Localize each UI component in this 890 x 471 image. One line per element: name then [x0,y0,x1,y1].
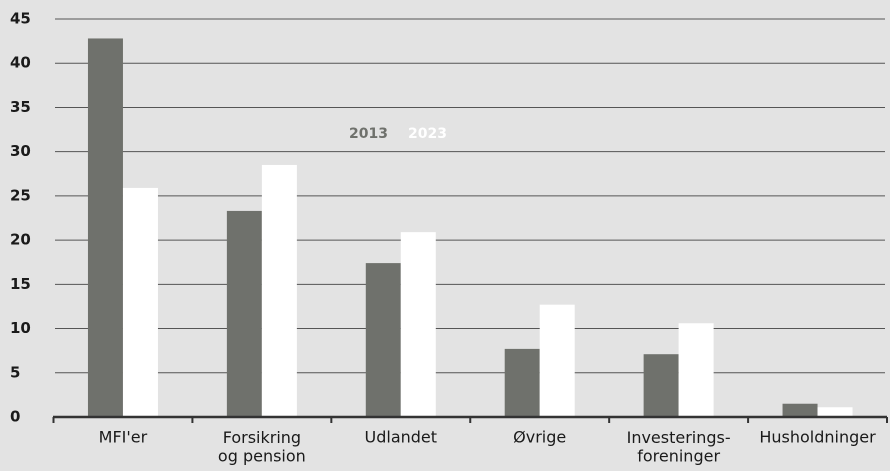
x-tick-label: Øvrige [513,428,566,447]
y-tick-label: 5 [10,363,20,381]
bar [365,263,401,417]
bar [678,323,714,417]
bar [87,38,123,418]
y-tick-label: 45 [10,10,31,28]
bar [261,164,297,417]
bar [504,348,540,417]
y-tick-label: 15 [10,275,31,293]
y-tick-label: 35 [10,98,31,116]
x-tick-label: Husholdninger [759,428,876,447]
bar [400,232,436,417]
legend-entry: 2013 [349,126,388,142]
y-tick-label: 40 [10,54,31,72]
x-tick-label: Investerings-foreninger [627,428,731,465]
y-tick-label: 25 [10,186,31,204]
x-tick-label: Udlandet [365,428,438,447]
bar [539,304,575,417]
x-tick-label: Forsikring og pension [218,428,306,465]
bar [122,187,158,417]
bar [817,407,853,417]
y-tick-label: 20 [10,231,31,249]
y-tick-label: 10 [10,319,31,337]
bar [782,403,818,417]
bar [643,354,679,417]
y-tick-label: 0 [10,408,20,426]
legend-entry: 2023 [408,126,447,142]
y-tick-label: 30 [10,142,31,160]
x-tick-label: MFI'er [99,428,148,447]
bar [226,210,262,417]
